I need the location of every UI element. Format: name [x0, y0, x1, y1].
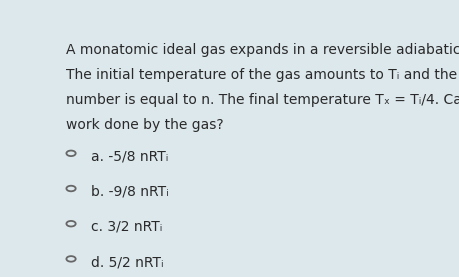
Text: number is equal to n. The final temperature Tₓ = Tᵢ/4. Calculate the: number is equal to n. The final temperat…: [66, 93, 459, 107]
Text: A monatomic ideal gas expands in a reversible adiabatic process.: A monatomic ideal gas expands in a rever…: [66, 43, 459, 57]
Text: d. 5/2 nRTᵢ: d. 5/2 nRTᵢ: [91, 255, 164, 269]
Text: The initial temperature of the gas amounts to Tᵢ and the mole: The initial temperature of the gas amoun…: [66, 68, 459, 82]
Text: work done by the gas?: work done by the gas?: [66, 118, 224, 132]
Text: a. -5/8 nRTᵢ: a. -5/8 nRTᵢ: [91, 150, 168, 163]
Text: b. -9/8 nRTᵢ: b. -9/8 nRTᵢ: [91, 185, 169, 199]
Text: c. 3/2 nRTᵢ: c. 3/2 nRTᵢ: [91, 220, 162, 234]
